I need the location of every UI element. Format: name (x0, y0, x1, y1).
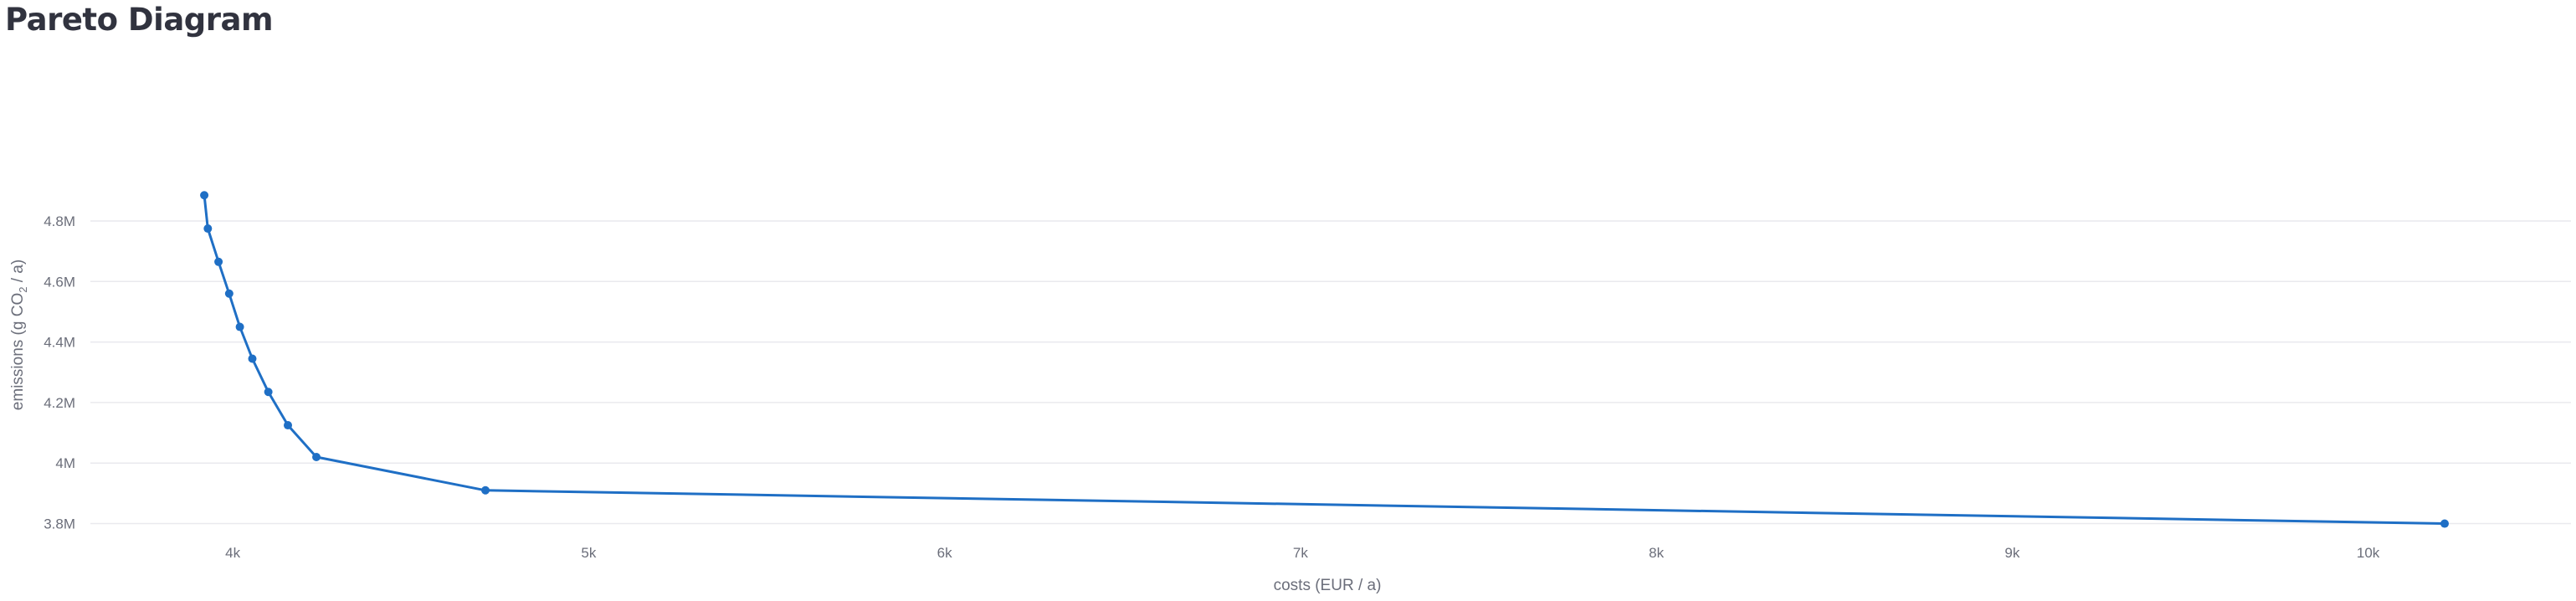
series-line (203, 195, 2445, 525)
y-axis-title-prefix: emissions (g CO (9, 293, 27, 410)
x-axis-ticks: 4k 5k 6k 7k 8k 9k 10k (225, 545, 2380, 561)
y-axis-title-subscript: 2 (17, 287, 29, 293)
y-axis-title: emissions (g CO2 / a) (9, 259, 29, 410)
x-tick-label: 7k (1293, 545, 1308, 561)
y-tick-label: 4.6M (44, 274, 75, 290)
x-tick-label: 9k (2004, 545, 2019, 561)
grid-lines (90, 220, 2571, 525)
data-point[interactable] (248, 354, 257, 363)
y-axis-title-suffix: / a) (9, 259, 27, 287)
data-point[interactable] (481, 485, 490, 495)
y-tick-label: 4.8M (44, 213, 75, 229)
series-layer[interactable] (200, 191, 2450, 528)
x-axis-title: costs (EUR / a) (1274, 577, 1382, 594)
x-tick-label: 5k (581, 545, 596, 561)
y-tick-label: 4.4M (44, 335, 75, 351)
x-tick-label: 8k (1649, 545, 1664, 561)
y-tick-label: 3.8M (44, 516, 75, 532)
data-point[interactable] (203, 224, 213, 234)
x-tick-label: 6k (937, 545, 952, 561)
data-point[interactable] (200, 191, 209, 200)
data-point[interactable] (2440, 519, 2450, 528)
data-point[interactable] (235, 322, 244, 331)
data-point[interactable] (284, 421, 293, 430)
y-tick-label: 4.2M (44, 395, 75, 411)
data-point[interactable] (264, 388, 273, 397)
y-axis-ticks: 3.8M 4M 4.2M 4.4M 4.6M 4.8M (44, 213, 75, 532)
data-point[interactable] (214, 257, 223, 266)
y-tick-label: 4M (55, 455, 75, 471)
x-tick-label: 10k (2357, 545, 2380, 561)
page-title: Pareto Diagram (5, 2, 274, 38)
data-point[interactable] (312, 453, 321, 461)
x-tick-label: 4k (225, 545, 240, 561)
data-point[interactable] (224, 289, 233, 298)
